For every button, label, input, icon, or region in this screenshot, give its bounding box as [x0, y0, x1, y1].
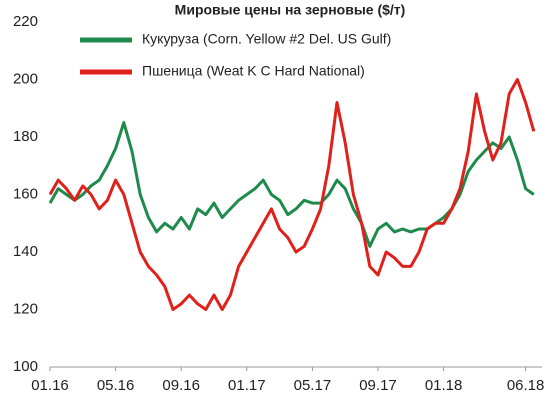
y-tick-label: 140 [13, 243, 38, 260]
y-tick-label: 160 [13, 185, 38, 202]
x-tick-label: 05.16 [97, 377, 135, 394]
x-tick-label: 01.18 [425, 377, 463, 394]
series-line [48, 78, 536, 311]
chart-title: Мировые цены на зерновые ($/т) [175, 2, 406, 18]
legend-label: Пшеница (Weat K C Hard National) [142, 63, 365, 79]
y-tick-label: 220 [13, 13, 38, 30]
x-tick-label: 09.16 [162, 377, 200, 394]
x-tick-label: 01.16 [31, 377, 69, 394]
x-tick-label: 01.17 [228, 377, 266, 394]
y-tick-label: 180 [13, 128, 38, 145]
y-tick-label: 200 [13, 70, 38, 87]
x-tick-label: 05.17 [294, 377, 332, 394]
x-tick-label: 09.17 [359, 377, 397, 394]
x-tick-label: 06.18 [507, 377, 545, 394]
y-tick-label: 100 [13, 358, 38, 375]
legend-label: Кукуруза (Corn. Yellow #2 Del. US Gulf) [142, 31, 391, 47]
y-tick-label: 120 [13, 300, 38, 317]
